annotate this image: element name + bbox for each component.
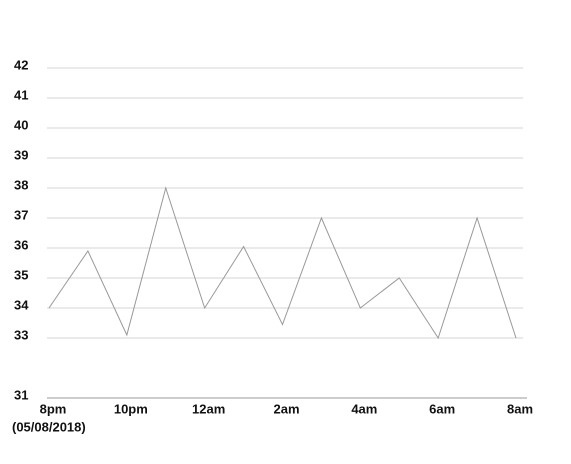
y-tick-label: 38 (14, 177, 28, 192)
y-tick-label: 33 (14, 327, 28, 342)
x-tick-label: 8am (507, 401, 533, 416)
x-tick-label: 8pm (40, 401, 67, 416)
y-tick-label: 40 (14, 117, 28, 132)
y-tick-label: 36 (14, 237, 28, 252)
x-tick-label: 10pm (114, 401, 148, 416)
y-tick-label: 39 (14, 147, 28, 162)
y-tick-label: 34 (14, 297, 29, 312)
x-tick-label: 4am (351, 401, 377, 416)
x-tick-label: 6am (429, 401, 455, 416)
y-tick-label: 42 (14, 57, 28, 72)
y-tick-label: 37 (14, 207, 28, 222)
date-label: (05/08/2018) (12, 419, 86, 434)
y-tick-label: 31 (14, 387, 28, 402)
y-tick-label: 41 (14, 87, 28, 102)
x-tick-label: 2am (273, 401, 299, 416)
data-line (48, 186, 517, 340)
y-tick-label: 35 (14, 267, 28, 282)
x-tick-label: 12am (192, 401, 225, 416)
